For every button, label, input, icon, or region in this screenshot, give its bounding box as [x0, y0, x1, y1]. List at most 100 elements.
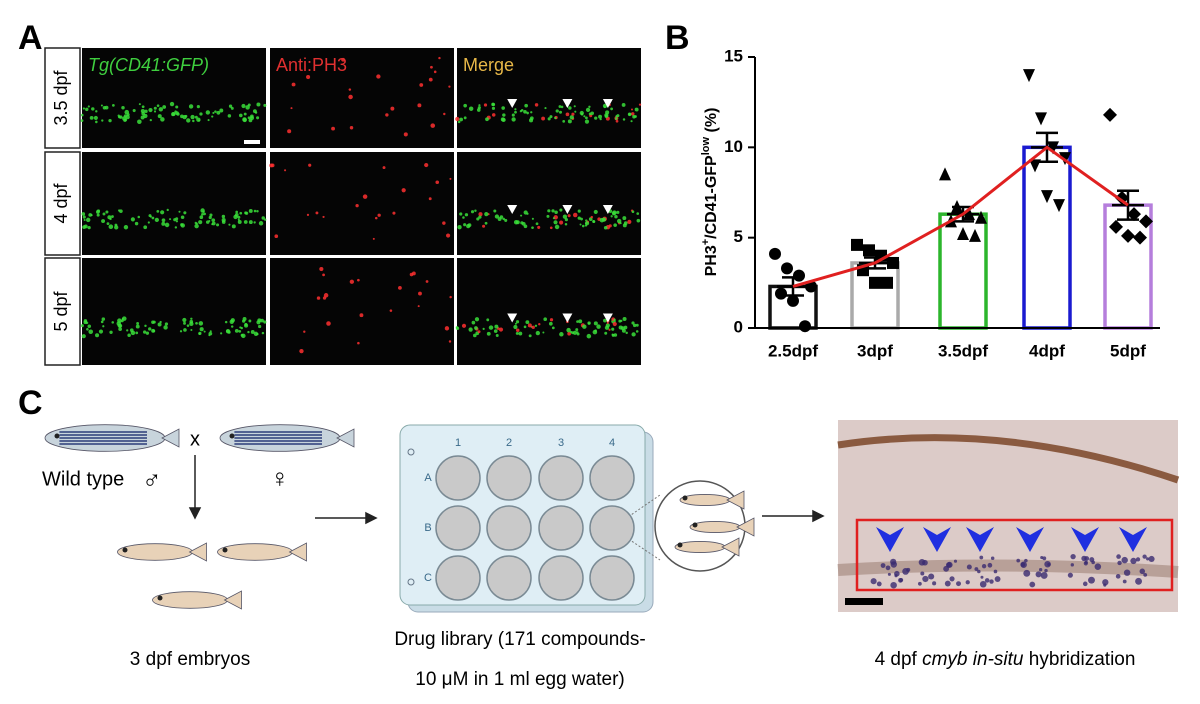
cell-dot: [253, 209, 257, 213]
stain: [1123, 569, 1131, 576]
cell-dot: [242, 317, 247, 322]
cell-dot: [199, 327, 204, 332]
cell-dot: [156, 104, 160, 107]
plate-column: 2: [506, 437, 512, 449]
cell-dot: [322, 273, 325, 277]
arrowhead: [1071, 527, 1099, 552]
cell-dot: [164, 322, 169, 326]
cell-dot: [102, 212, 106, 216]
data-point: [969, 228, 981, 242]
fish-eye: [54, 433, 60, 439]
cell-dot: [551, 209, 555, 213]
well: [589, 455, 635, 501]
cell-dot: [587, 321, 591, 325]
stain: [1130, 557, 1137, 565]
cell-dot: [260, 318, 264, 323]
female-symbol: ♀: [270, 463, 290, 493]
cell-dot: [248, 319, 252, 323]
row-label-box: [44, 257, 81, 366]
stain: [949, 576, 955, 582]
arrowhead: [602, 313, 613, 323]
well: [538, 455, 584, 501]
cell-dot: [264, 218, 267, 221]
fish-tail: [188, 542, 207, 562]
fish-tail: [721, 537, 740, 557]
well: [435, 455, 481, 501]
cell-dot: [242, 117, 247, 122]
cell-dot: [341, 57, 345, 62]
cell-dot: [576, 331, 579, 334]
stain: [1115, 574, 1121, 579]
cell-dot: [228, 223, 231, 226]
drug-library-label: Drug library (171 compounds-: [394, 629, 645, 650]
cell-dot: [493, 329, 498, 333]
cell-dot: [498, 327, 504, 332]
cell-dot: [526, 212, 529, 215]
fish-tail: [223, 590, 242, 610]
stain: [917, 581, 922, 586]
cell-dot: [106, 222, 110, 226]
micrograph: [270, 152, 454, 255]
stain: [928, 573, 935, 580]
column-header: Anti:PH3: [276, 55, 347, 75]
row-label: 4 dpf: [51, 182, 71, 223]
cell-dot: [528, 334, 532, 338]
cell-dot: [559, 220, 564, 225]
cell-dot: [511, 117, 516, 122]
stain: [990, 556, 995, 561]
y-axis-label: PH3+/CD41-GFPlow (%): [700, 108, 720, 277]
cell-dot: [248, 208, 253, 213]
cell-dot: [573, 105, 576, 108]
bar: [1022, 145, 1072, 330]
cell-dot: [523, 224, 528, 229]
cell-dot: [634, 115, 637, 118]
data-point: [1121, 228, 1135, 243]
stain: [1091, 560, 1095, 565]
arrowhead: [602, 204, 613, 214]
cell-dot: [457, 120, 461, 124]
cell-dot: [430, 123, 436, 128]
cell-dot: [571, 112, 575, 116]
micrograph: [82, 152, 266, 255]
cell-dot: [256, 102, 261, 107]
cell-dot: [85, 217, 91, 223]
cell-dot: [430, 65, 433, 69]
cell-dot: [299, 348, 304, 354]
scale-bar: [244, 140, 260, 144]
cell-dot: [194, 221, 197, 225]
cell-dot: [348, 88, 352, 91]
cell-dot: [211, 221, 216, 226]
y-tick-label: 10: [724, 137, 743, 156]
cell-dot: [558, 110, 562, 114]
cell-dot: [136, 322, 140, 325]
cell-dot: [520, 214, 523, 217]
cell-dot: [176, 112, 180, 116]
stain: [1116, 554, 1121, 559]
micrograph: [270, 48, 454, 148]
data-point: [1041, 190, 1053, 204]
fish-tail: [736, 517, 755, 537]
row-label-box: [44, 47, 81, 149]
cell-dot: [158, 107, 164, 112]
cell-dot: [135, 331, 139, 335]
stain: [1102, 579, 1109, 586]
cell-dot: [256, 116, 260, 120]
cell-dot: [585, 221, 590, 226]
stain: [1035, 571, 1042, 578]
cell-dot: [261, 331, 265, 335]
stain: [1148, 555, 1155, 563]
cell-dot: [559, 332, 564, 337]
cell-dot: [253, 221, 256, 224]
cell-dot: [501, 117, 506, 122]
data-point: [1133, 230, 1147, 245]
stain: [979, 555, 984, 560]
cell-dot: [123, 225, 129, 230]
cell-dot: [239, 326, 242, 329]
arrowhead: [507, 204, 518, 214]
cell-dot: [486, 331, 491, 336]
micrograph: [457, 152, 641, 255]
stain: [887, 572, 891, 576]
cell-dot: [284, 169, 287, 172]
cell-dot: [109, 330, 113, 334]
cell-dot: [593, 209, 598, 214]
